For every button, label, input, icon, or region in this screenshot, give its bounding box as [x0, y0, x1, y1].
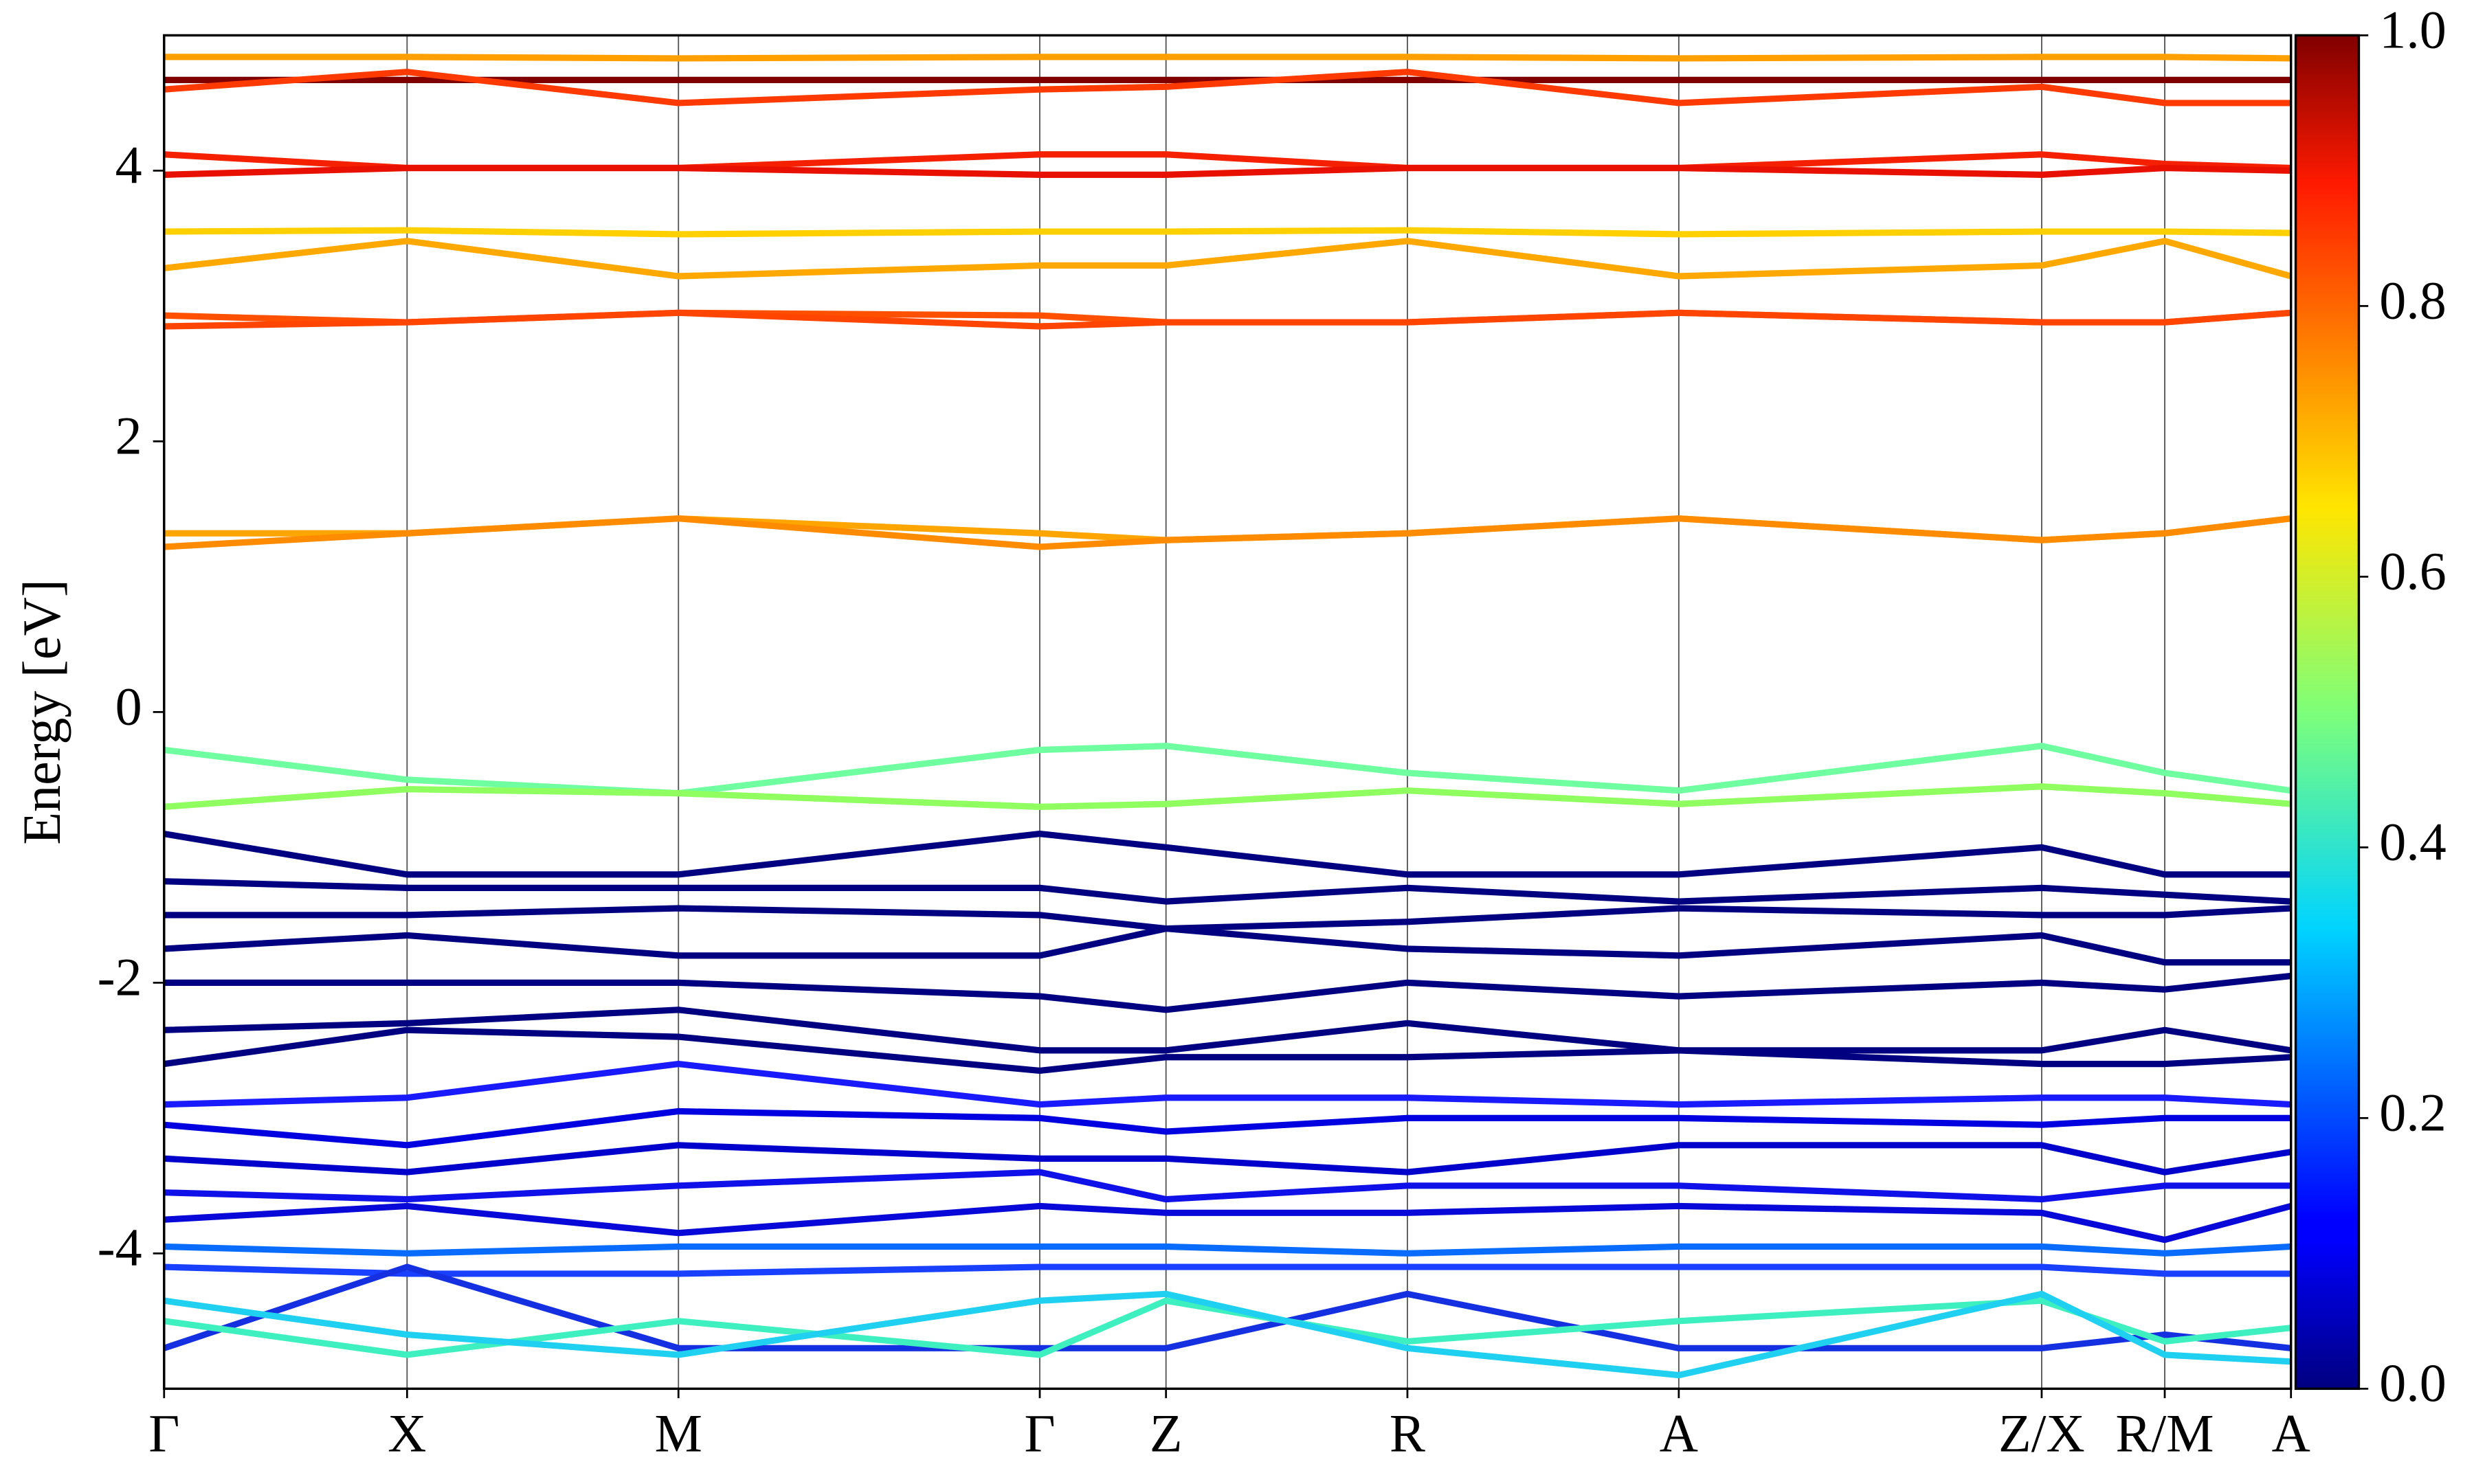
colorbar-tick-label: 0.2	[2379, 1082, 2447, 1142]
x-tick-label: R/M	[2115, 1404, 2214, 1463]
colorbar-tick-label: 1.0	[2379, 0, 2447, 59]
x-tick-label: M	[655, 1404, 702, 1463]
colorbar-tick-label: 0.6	[2379, 541, 2447, 600]
plot-frame	[163, 34, 2293, 1391]
band-line	[164, 972, 2291, 1013]
band-line	[164, 1142, 2291, 1176]
y-tick-label: 0	[115, 676, 142, 736]
band-line	[164, 1007, 2291, 1054]
band-line	[164, 783, 2291, 810]
band-line	[164, 831, 2291, 878]
colorbar	[2294, 34, 2361, 1391]
x-tick-label: Γ	[148, 1404, 179, 1463]
x-tick-label: Γ	[1024, 1404, 1055, 1463]
y-axis-label: Energy [eV]	[12, 579, 71, 844]
band-line	[164, 69, 2291, 106]
band-line	[164, 743, 2291, 797]
band-line	[164, 1263, 2291, 1277]
x-tick-label: A	[1660, 1404, 1698, 1463]
y-tick-label: 2	[115, 405, 142, 465]
x-tick-label: Z	[1150, 1404, 1183, 1463]
band-line	[164, 1243, 2291, 1257]
colorbar-tick-label: 0.4	[2379, 811, 2447, 871]
y-tick-label: 4	[115, 135, 142, 194]
colorbar-tick-label: 0.0	[2379, 1353, 2447, 1413]
colorbar-tick-label: 0.8	[2379, 270, 2447, 330]
band-line	[164, 905, 2291, 932]
x-tick-label: X	[388, 1404, 426, 1463]
x-tick-label: A	[2271, 1404, 2310, 1463]
band-line	[164, 1026, 2291, 1075]
band-line	[164, 309, 2291, 330]
band-line	[164, 878, 2291, 905]
band-line	[164, 515, 2291, 550]
band-line	[164, 1108, 2291, 1149]
band-line	[164, 238, 2291, 280]
y-tick-label: -4	[98, 1217, 142, 1277]
band-line	[164, 1061, 2291, 1108]
band-line	[164, 1202, 2291, 1244]
band-line	[164, 925, 2291, 966]
band-line	[164, 227, 2291, 238]
band-line	[164, 54, 2291, 62]
y-tick-label: -2	[98, 947, 142, 1007]
band-line	[164, 1290, 2291, 1379]
x-tick-label: Z/X	[1998, 1404, 2085, 1463]
x-tick-label: R	[1390, 1404, 1425, 1463]
bands	[164, 54, 2291, 1379]
band-line	[164, 164, 2291, 178]
grid	[163, 35, 2292, 1389]
band-line	[164, 1169, 2291, 1203]
